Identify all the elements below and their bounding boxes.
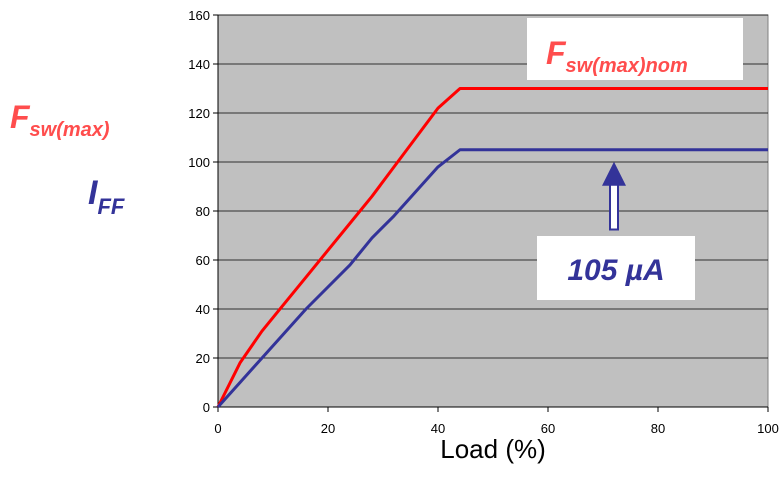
series-line-0 <box>216 87 768 408</box>
x-tick-label: 60 <box>541 421 555 436</box>
x-tick-label: 40 <box>431 421 445 436</box>
x-tick-label: 80 <box>651 421 665 436</box>
x-tick-labels: 0 20 40 60 80 100 <box>214 421 778 436</box>
annotation-text: 105 µA <box>567 254 664 287</box>
y-tick-label: 20 <box>196 351 210 366</box>
y-tick-label: 80 <box>196 204 210 219</box>
legend-label-fsw: Fsw(max)nom <box>546 35 688 77</box>
y-tick-label: 120 <box>188 106 210 121</box>
y-tick-label: 60 <box>196 253 210 268</box>
axes <box>213 14 769 412</box>
x-tick-label: 100 <box>757 421 779 436</box>
y-tick-labels: 0 20 40 60 80 100 120 140 160 <box>188 8 210 415</box>
left-label-iff: IFF <box>88 174 125 219</box>
y-tick-label: 140 <box>188 57 210 72</box>
annotations <box>602 161 626 231</box>
legend-box-fsw <box>527 18 743 80</box>
annotation-box <box>537 236 695 300</box>
x-tick-label: 0 <box>214 421 221 436</box>
arrow-head-icon <box>602 161 626 186</box>
left-label-fsw-max: Fsw(max) <box>10 99 110 141</box>
y-tick-label: 160 <box>188 8 210 23</box>
y-tick-label: 100 <box>188 155 210 170</box>
series-lines <box>216 87 768 409</box>
series-line-1 <box>216 148 768 409</box>
y-tick-label: 40 <box>196 302 210 317</box>
y-tick-label: 0 <box>203 400 210 415</box>
x-tick-label: 20 <box>321 421 335 436</box>
x-axis-label: Load (%) <box>440 434 546 464</box>
